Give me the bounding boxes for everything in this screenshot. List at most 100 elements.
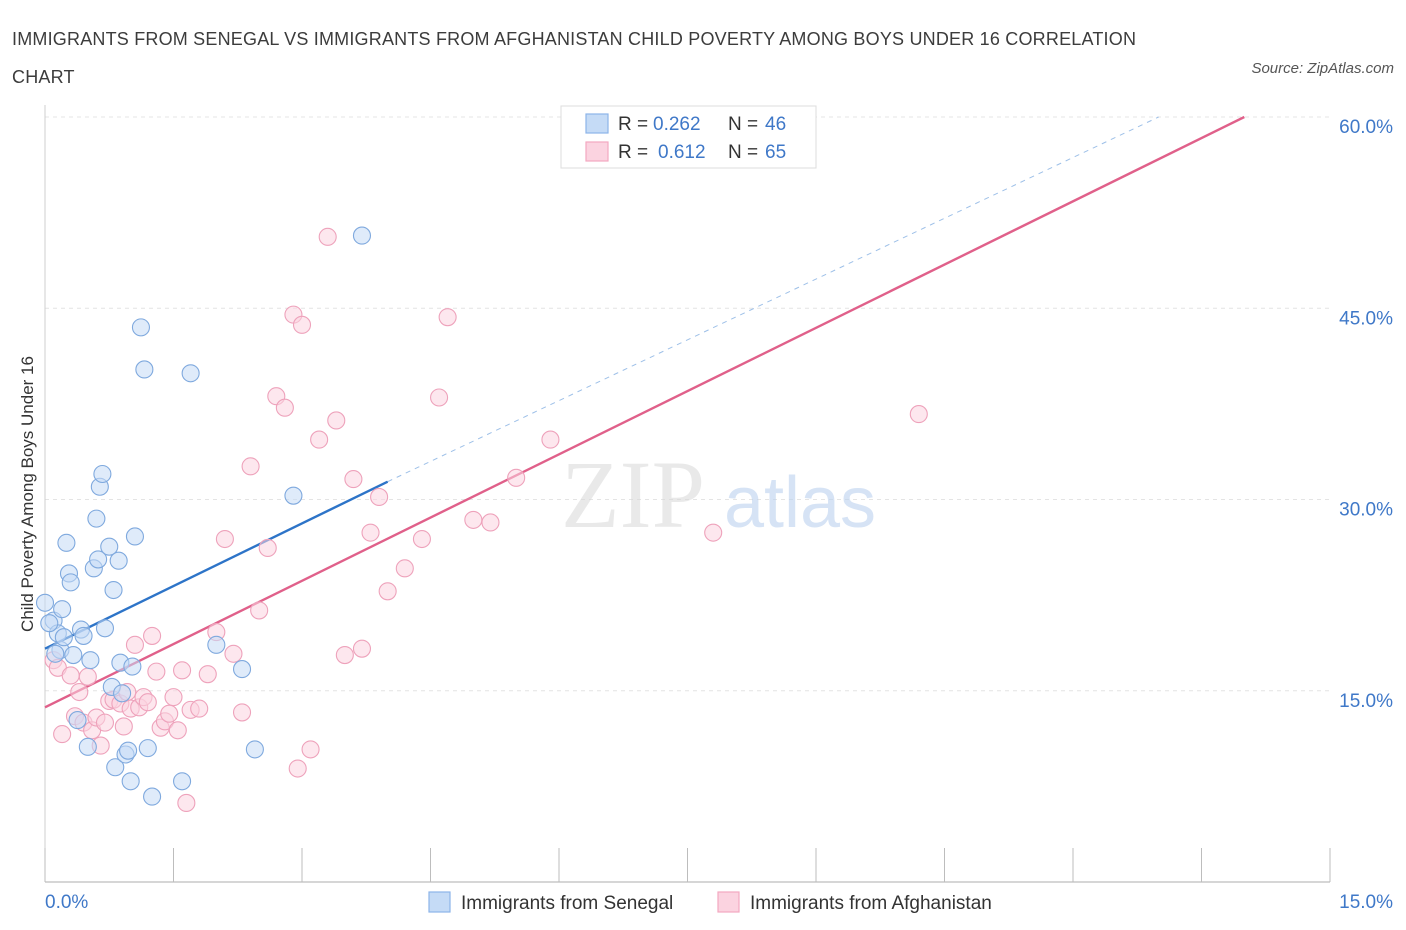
point-afghanistan [168, 721, 187, 740]
legend-label-afghanistan: Immigrants from Afghanistan [750, 893, 992, 914]
x-tick-label: 0.0% [45, 892, 88, 913]
stats-swatch-senegal [585, 113, 609, 134]
point-senegal [78, 737, 97, 756]
point-afghanistan [125, 635, 144, 654]
stats-legend: R = 0.262 N = 46 R = 0.612 N = 65 [560, 105, 817, 169]
point-afghanistan [344, 470, 363, 489]
point-senegal [40, 614, 59, 633]
point-senegal [181, 364, 200, 383]
point-senegal [207, 635, 226, 654]
x-tick-labels: 0.0% 15.0% [45, 892, 1393, 913]
y-tick-label: 45.0% [1339, 308, 1393, 329]
point-afghanistan [507, 468, 526, 487]
point-afghanistan [352, 639, 372, 658]
point-senegal [100, 537, 119, 556]
point-senegal [93, 464, 112, 484]
point-senegal [109, 551, 128, 570]
point-senegal [138, 739, 157, 758]
point-senegal [87, 509, 106, 528]
point-senegal [61, 573, 80, 592]
point-senegal [106, 758, 125, 777]
point-afghanistan [361, 523, 380, 542]
point-afghanistan [164, 688, 183, 707]
point-senegal [135, 360, 154, 379]
point-afghanistan [292, 315, 312, 334]
point-senegal [64, 645, 83, 665]
point-senegal [131, 318, 150, 337]
point-afghanistan [370, 487, 389, 507]
point-afghanistan [258, 538, 277, 558]
point-afghanistan [275, 398, 294, 417]
watermark-atlas: atlas [724, 463, 876, 543]
point-senegal [113, 684, 132, 703]
trend-lines [44, 115, 1245, 709]
point-afghanistan [78, 667, 97, 686]
y-tick-label: 30.0% [1339, 500, 1393, 521]
point-afghanistan [378, 582, 397, 601]
legend-label-senegal: Immigrants from Senegal [461, 893, 673, 914]
trend-extension-senegal [387, 116, 1159, 483]
stats-n-label-senegal: N = [728, 114, 758, 135]
y-axis-label: Child Poverty Among Boys Under 16 [18, 356, 37, 632]
point-senegal [245, 740, 264, 759]
series-legend: Immigrants from Senegal Immigrants from … [428, 891, 992, 914]
point-afghanistan [114, 717, 133, 736]
stats-n-label-afghanistan: N = [728, 142, 758, 163]
point-senegal [121, 772, 140, 791]
point-afghanistan [61, 666, 80, 685]
point-senegal [123, 657, 142, 676]
grid-lines [45, 116, 1330, 692]
data-points [35, 226, 928, 813]
y-tick-label: 15.0% [1339, 691, 1393, 712]
point-senegal [54, 628, 73, 647]
point-afghanistan [53, 725, 72, 744]
y-tick-labels: 15.0% 30.0% 45.0% 60.0% [1339, 117, 1393, 712]
point-afghanistan [481, 513, 500, 532]
point-afghanistan [541, 430, 560, 449]
point-afghanistan [232, 703, 252, 722]
point-afghanistan [310, 430, 329, 449]
watermark: ZIP atlas [561, 441, 876, 548]
point-afghanistan [160, 704, 179, 723]
point-afghanistan [147, 662, 166, 681]
x-tick-label: 15.0% [1339, 892, 1393, 913]
point-afghanistan [301, 740, 320, 759]
chart-title: IMMIGRANTS FROM SENEGAL VS IMMIGRANTS FR… [12, 29, 1137, 87]
y-tick-label: 60.0% [1339, 117, 1393, 138]
point-afghanistan [704, 523, 723, 542]
point-afghanistan [250, 601, 269, 620]
point-senegal [143, 787, 162, 806]
stats-r-label-afghanistan: R = [618, 142, 648, 163]
point-senegal [284, 486, 303, 505]
point-senegal [95, 619, 115, 638]
point-senegal [46, 644, 65, 663]
point-afghanistan [95, 713, 115, 732]
point-senegal [89, 550, 108, 569]
point-afghanistan [395, 559, 414, 578]
point-afghanistan [224, 644, 243, 663]
point-afghanistan [464, 510, 483, 529]
point-afghanistan [327, 411, 346, 430]
point-senegal [74, 626, 93, 645]
point-senegal [35, 593, 55, 612]
legend-swatch-afghanistan [717, 891, 740, 913]
point-senegal [173, 772, 192, 791]
stats-swatch-afghanistan [585, 141, 609, 162]
point-afghanistan [241, 457, 260, 476]
watermark-zip: ZIP [561, 441, 705, 548]
point-afghanistan [909, 405, 928, 424]
point-senegal [232, 660, 252, 679]
point-afghanistan [70, 682, 89, 702]
stats-n-value-afghanistan: 65 [765, 142, 786, 163]
trend-line-afghanistan [44, 115, 1245, 709]
stats-n-value-senegal: 46 [765, 114, 786, 135]
point-afghanistan [438, 308, 457, 327]
point-afghanistan [198, 665, 217, 684]
point-senegal [352, 226, 372, 245]
point-afghanistan [173, 661, 192, 680]
point-senegal [68, 711, 87, 730]
point-senegal [119, 741, 138, 760]
point-afghanistan [215, 529, 234, 549]
point-afghanistan [335, 645, 354, 665]
